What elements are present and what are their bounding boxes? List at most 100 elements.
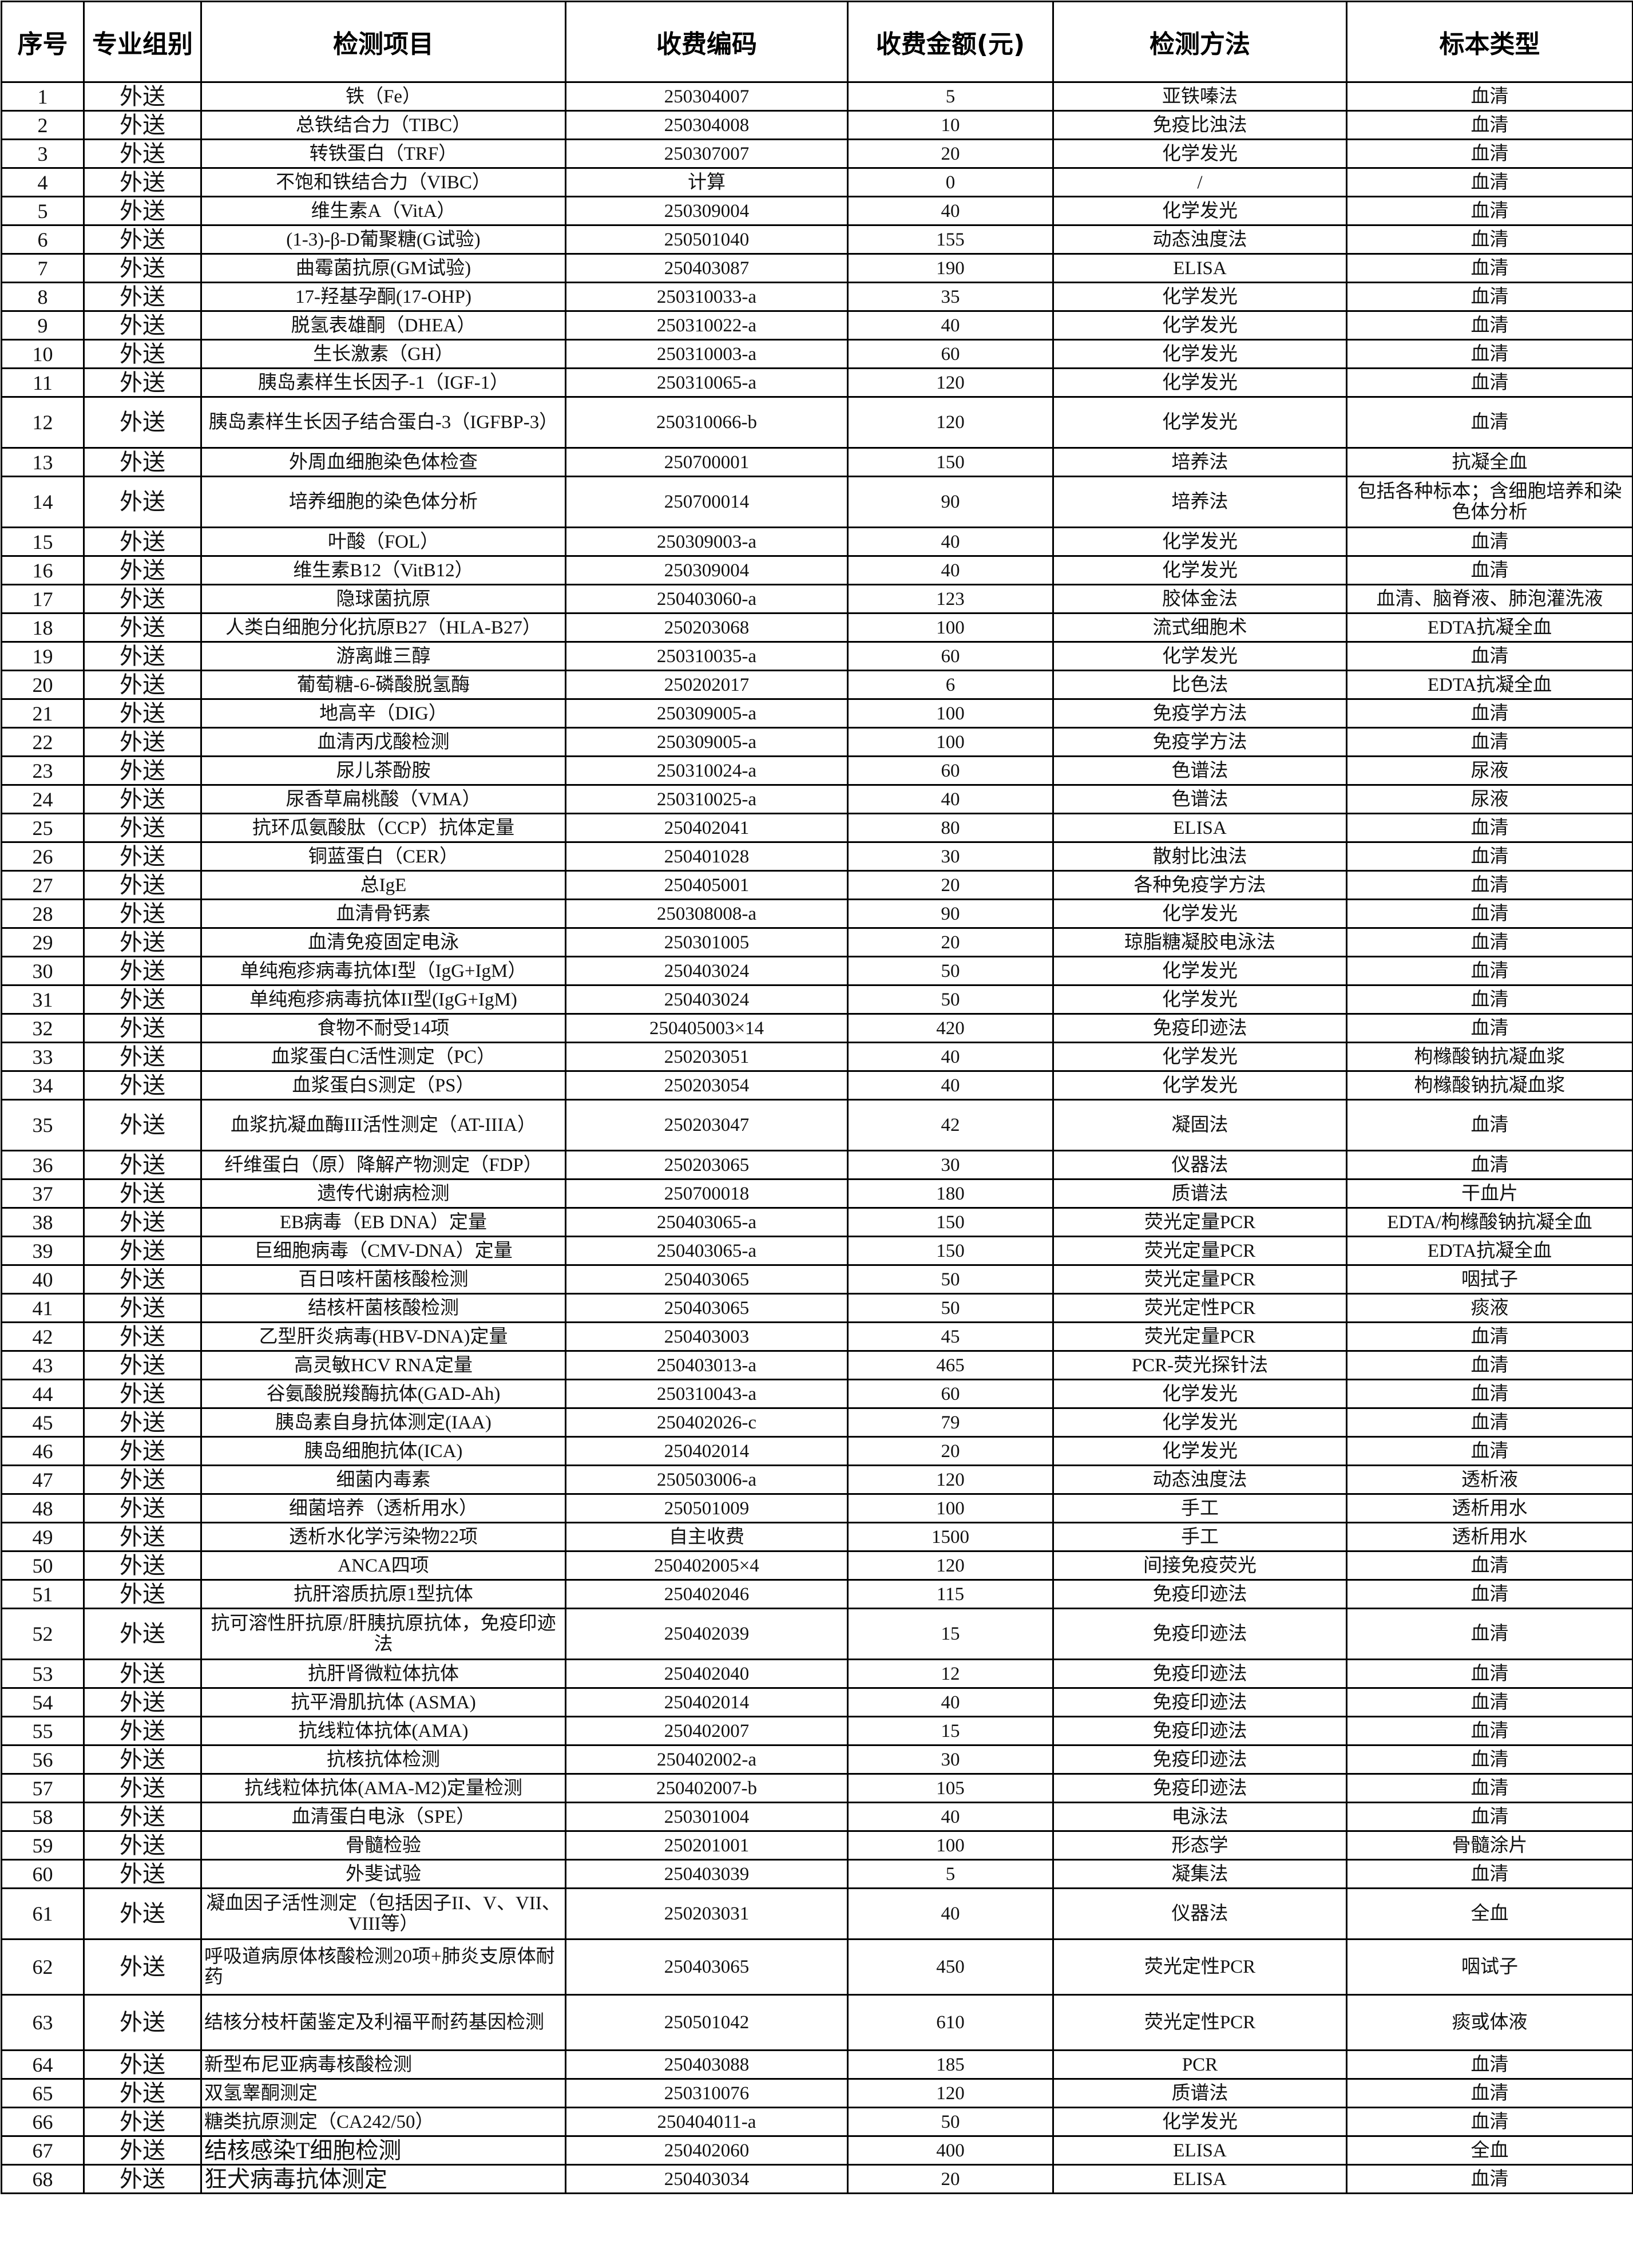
cell-fee-amount: 40 [847,310,1054,341]
cell-fee-amount: 40 [847,1802,1054,1832]
table-row: 11 外送 胰岛素样生长因子-1（IGF-1） 250310065-a 120 化学发光血… [1,367,1633,398]
cell-method: 化学发光 [1052,1436,1347,1466]
cell-index: 20 [1,670,85,700]
cell-index: 63 [1,1994,85,2051]
cell-index: 23 [1,755,85,786]
cell-test-item: 血浆抗凝血酶III活性测定（AT-IIIA） [200,1099,566,1151]
cell-test-item: 总铁结合力（TIBC） [200,110,566,140]
cell-method: 色谱法 [1052,784,1347,814]
cell-index: 53 [1,1659,85,1689]
cell-method: 流式细胞术 [1052,612,1347,643]
cell-index: 51 [1,1579,85,1609]
cell-test-item: 外斐试验 [200,1859,566,1889]
cell-specimen: 血清 [1346,339,1633,369]
cell-group: 外送 [83,1802,202,1832]
cell-test-item: 结核感染T细胞检测 [200,2135,566,2166]
cell-index: 36 [1,1150,85,1180]
cell-test-item: 血清免疫固定电泳 [200,927,566,957]
cell-group: 外送 [83,1830,202,1861]
cell-index: 31 [1,984,85,1015]
table-row: 38 外送 EB病毒（EB DNA）定量 250403065-a 150 荧光定量PCR E… [1,1207,1633,1237]
cell-fee-code: 250405003×14 [565,1013,849,1043]
cell-specimen: 血清 [1346,2164,1633,2194]
table-row: 26 外送 铜蓝蛋白（CER） 250401028 30 散射比浊法 血清 [1,841,1633,872]
cell-fee-amount: 1500 [847,1522,1054,1552]
cell-group: 外送 [83,1042,202,1072]
cell-fee-code: 计算 [565,167,849,197]
cell-fee-code: 250310003-a [565,339,849,369]
cell-method: 凝集法 [1052,1859,1347,1889]
cell-fee-amount: 20 [847,138,1054,169]
cell-test-item: 外周血细胞染色体检查 [200,447,566,477]
cell-specimen: 血清 [1346,927,1633,957]
cell-fee-code: 250203051 [565,1042,849,1072]
cell-method: 动态浊度法 [1052,224,1347,255]
cell-method: 胶体金法 [1052,584,1347,614]
cell-fee-code: 250403087 [565,253,849,283]
table-row: 61 外送 凝血因子活性测定（包括因子II、V、VII、VIII等） 25020303… [1,1887,1633,1940]
cell-index: 9 [1,310,85,341]
cell-index: 65 [1,2078,85,2108]
cell-group: 外送 [83,310,202,341]
cell-specimen: 血清 [1346,1802,1633,1832]
cell-test-item: 不饱和铁结合力（VIBC） [200,167,566,197]
cell-index: 18 [1,612,85,643]
cell-fee-amount: 610 [847,1994,1054,2051]
cell-group: 外送 [83,282,202,312]
cell-fee-amount: 20 [847,2164,1054,2194]
cell-fee-code: 250501009 [565,1493,849,1523]
cell-fee-code: 250309005-a [565,698,849,729]
cell-group: 外送 [83,1407,202,1438]
cell-test-item: 地高辛（DIG） [200,698,566,729]
cell-fee-code: 250402039 [565,1608,849,1660]
cell-index: 64 [1,2049,85,2080]
cell-specimen: 血清 [1346,984,1633,1015]
cell-group: 外送 [83,813,202,843]
cell-test-item: 遗传代谢病检测 [200,1178,566,1209]
cell-test-item: 血清蛋白电泳（SPE） [200,1802,566,1832]
cell-method: 化学发光 [1052,1070,1347,1101]
cell-index: 8 [1,282,85,312]
cell-index: 49 [1,1522,85,1552]
cell-index: 59 [1,1830,85,1861]
cell-group: 外送 [83,1608,202,1660]
cell-specimen: 血清 [1346,1321,1633,1352]
cell-method: 仪器法 [1052,1150,1347,1180]
cell-index: 67 [1,2135,85,2166]
cell-specimen: 血清 [1346,253,1633,283]
cell-fee-amount: 90 [847,476,1054,528]
cell-specimen: 血清 [1346,310,1633,341]
cell-index: 43 [1,1350,85,1380]
table-row: 35 外送 血浆抗凝血酶III活性测定（AT-IIIA） 250203047 42 凝固法… [1,1099,1633,1151]
cell-index: 37 [1,1178,85,1209]
cell-fee-amount: 5 [847,1859,1054,1889]
cell-method: 质谱法 [1052,1178,1347,1209]
cell-fee-code: 250310035-a [565,641,849,671]
cell-method: 化学发光 [1052,527,1347,557]
cell-fee-code: 250301005 [565,927,849,957]
cell-group: 外送 [83,1887,202,1940]
header-fee-amount: 收费金额(元) [847,1,1054,83]
table-row: 67 外送 结核感染T细胞检测 250402060 400 ELISA 全血 [1,2135,1633,2166]
cell-index: 45 [1,1407,85,1438]
cell-fee-code: 250309005-a [565,727,849,757]
cell-fee-amount: 60 [847,1379,1054,1409]
cell-index: 10 [1,339,85,369]
cell-test-item: ANCA四项 [200,1550,566,1581]
cell-method: PCR-荧光探针法 [1052,1350,1347,1380]
cell-test-item: 结核杆菌核酸检测 [200,1293,566,1323]
cell-method: 仪器法 [1052,1887,1347,1940]
cell-index: 57 [1,1773,85,1803]
table-row: 45 外送 胰岛素自身抗体测定(IAA) 250402026-c 79 化学发光 血清 [1,1407,1633,1438]
cell-specimen: 血清 [1346,727,1633,757]
cell-fee-code: 250402005×4 [565,1550,849,1581]
cell-test-item: 谷氨酸脱羧酶抗体(GAD-Ah) [200,1379,566,1409]
cell-test-item: 血清骨钙素 [200,899,566,929]
table-row: 10 外送 生长激素（GH） 250310003-a 60 化学发光 血清 [1,339,1633,369]
header-method: 检测方法 [1052,1,1347,83]
cell-fee-amount: 30 [847,1150,1054,1180]
cell-fee-code: 250404011-a [565,2107,849,2137]
cell-fee-code: 250203031 [565,1887,849,1940]
cell-method: 琼脂糖凝胶电泳法 [1052,927,1347,957]
cell-test-item: (1-3)-β-D葡聚糖(G试验) [200,224,566,255]
